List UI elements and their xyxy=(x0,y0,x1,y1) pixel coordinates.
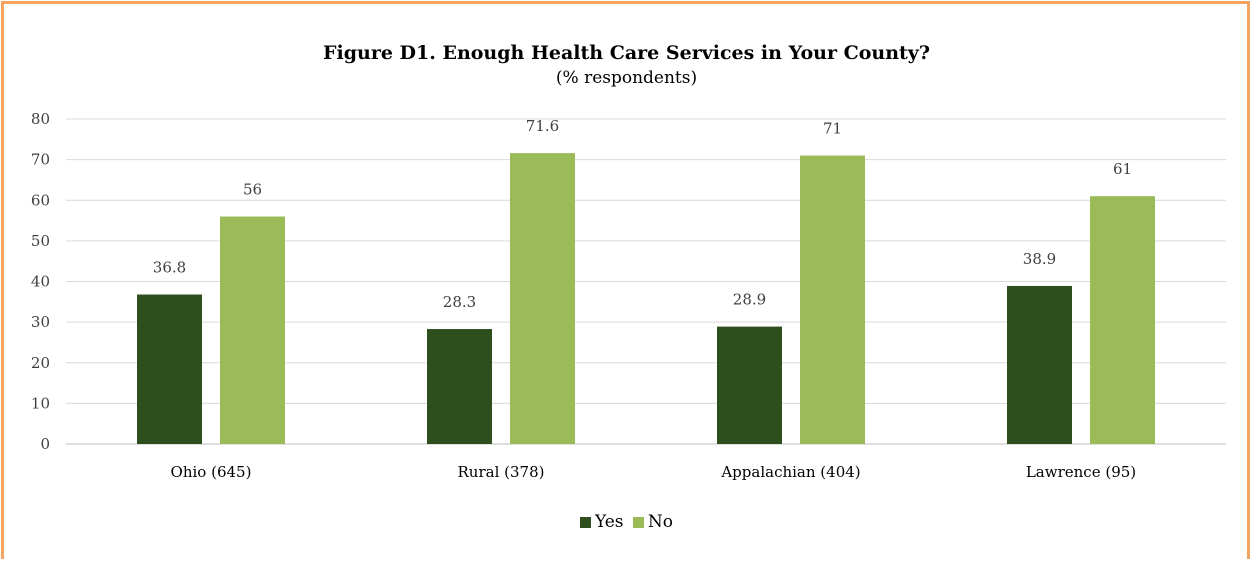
y-tick-label: 80 xyxy=(31,110,50,128)
y-tick-label: 70 xyxy=(31,151,50,169)
legend-item-yes: Yes xyxy=(579,512,624,532)
bar-no xyxy=(800,155,865,444)
x-category-label: Appalachian (404) xyxy=(720,463,860,481)
legend-item-no: No xyxy=(632,512,674,532)
data-label: 56 xyxy=(243,181,262,199)
data-label: 36.8 xyxy=(153,259,186,277)
legend-label-no: No xyxy=(647,512,674,532)
data-label: 28.9 xyxy=(733,291,766,309)
x-category-label: Ohio (645) xyxy=(171,463,252,481)
chart-title: Figure D1. Enough Health Care Services i… xyxy=(323,42,930,64)
x-category-label: Lawrence (95) xyxy=(1026,463,1136,481)
y-tick-label: 60 xyxy=(31,191,50,209)
legend-swatch-yes xyxy=(579,516,591,528)
y-tick-label: 50 xyxy=(31,232,50,250)
legend: Yes No xyxy=(0,512,1253,533)
bar-no xyxy=(220,216,285,444)
legend-swatch-no xyxy=(632,516,644,528)
data-label: 61 xyxy=(1113,160,1132,178)
x-category-label: Rural (378) xyxy=(458,463,545,481)
bar-no xyxy=(510,153,575,444)
data-label: 28.3 xyxy=(443,293,476,311)
data-label: 71 xyxy=(823,120,842,138)
y-tick-label: 20 xyxy=(31,354,50,372)
y-tick-label: 10 xyxy=(31,394,50,412)
bar-no xyxy=(1090,196,1155,444)
y-tick-label: 0 xyxy=(40,435,50,453)
bar-yes xyxy=(717,326,782,444)
bar-yes xyxy=(1007,285,1072,444)
bar-yes xyxy=(137,294,202,444)
legend-label-yes: Yes xyxy=(594,512,624,532)
y-tick-label: 40 xyxy=(31,273,50,291)
data-label: 38.9 xyxy=(1023,250,1056,268)
data-label: 71.6 xyxy=(526,117,559,135)
y-tick-label: 30 xyxy=(31,313,50,331)
bar-yes xyxy=(427,329,492,444)
chart-subtitle: (% respondents) xyxy=(555,68,698,88)
